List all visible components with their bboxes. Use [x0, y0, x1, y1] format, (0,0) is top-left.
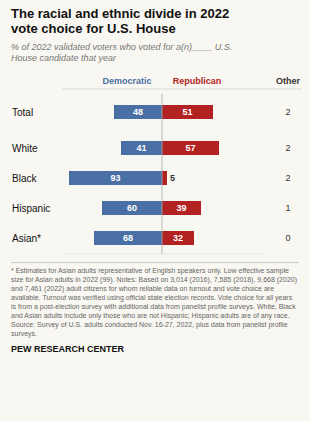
data-label: 60 — [127, 203, 137, 213]
bars — [69, 105, 219, 245]
data-label: 32 — [173, 233, 183, 243]
other-value: 2 — [285, 143, 290, 153]
bar — [162, 171, 167, 185]
page: The racial and ethnic divide in 2022 vot… — [0, 0, 310, 354]
other-value: 0 — [285, 233, 290, 243]
data-label: 5 — [170, 173, 175, 183]
series-header: Republican — [173, 76, 222, 86]
bar — [114, 105, 162, 119]
bar — [102, 201, 162, 215]
x-axis-line — [62, 254, 262, 255]
data-label: 57 — [185, 143, 195, 153]
bar — [162, 105, 213, 119]
data-label: 68 — [123, 233, 133, 243]
footnote: Source: Survey of U.S. adults conducted … — [11, 320, 299, 338]
center-divider — [162, 94, 163, 254]
series-header: Democratic — [102, 76, 151, 86]
bar — [162, 141, 219, 155]
data-label: 39 — [176, 203, 186, 213]
data-label: 51 — [182, 107, 192, 117]
data-label: 41 — [136, 143, 146, 153]
bar — [162, 231, 194, 245]
data-label: 93 — [110, 173, 120, 183]
footnotes: * Estimates for Asian adults representat… — [11, 266, 299, 338]
other-value: 1 — [285, 203, 290, 213]
bar — [162, 201, 201, 215]
data-label: 48 — [133, 107, 143, 117]
bar — [121, 141, 162, 155]
header-rule — [62, 89, 302, 90]
title: The racial and ethnic divide in 2022 vot… — [11, 6, 299, 36]
category-label: Total — [12, 107, 33, 118]
source: PEW RESEARCH CENTER — [11, 344, 299, 354]
chart: DemocraticRepublicanOtherTotal48512White… — [0, 68, 310, 260]
other-value: 2 — [285, 107, 290, 117]
separator — [11, 262, 299, 263]
category-label: Black — [12, 173, 37, 184]
bar — [69, 171, 162, 185]
category-label: Asian* — [12, 233, 41, 244]
other-value: 2 — [285, 173, 290, 183]
category-label: Hispanic — [12, 203, 50, 214]
series-header: Other — [276, 76, 301, 86]
category-label: White — [12, 143, 38, 154]
bar — [94, 231, 162, 245]
footnote: * Estimates for Asian adults representat… — [11, 266, 299, 320]
subtitle: % of 2022 validated voters who voted for… — [11, 42, 299, 64]
